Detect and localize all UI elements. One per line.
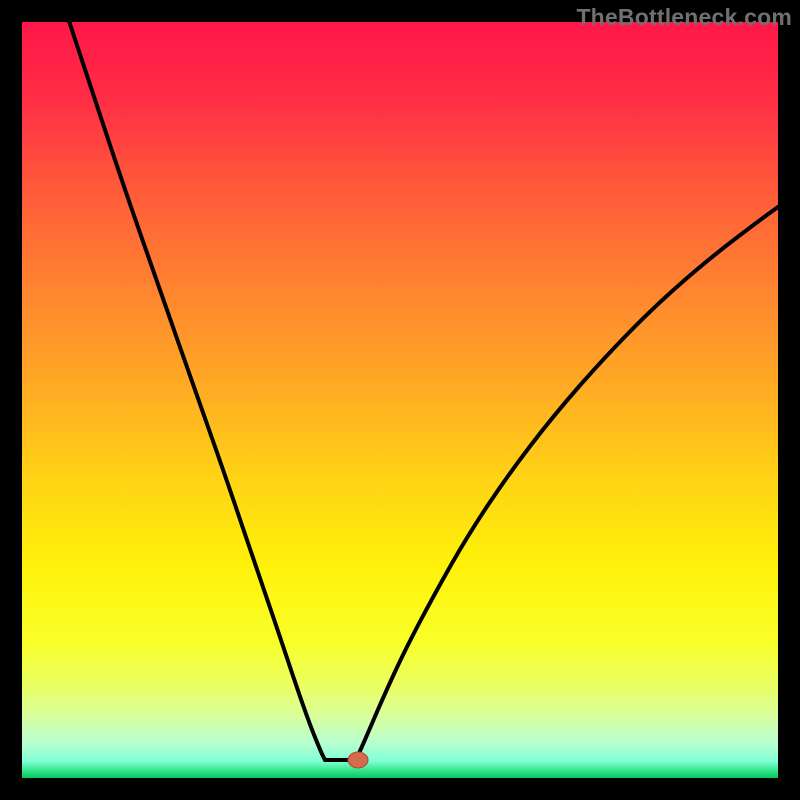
chart-svg (0, 0, 800, 800)
curve-right-branch (356, 207, 778, 760)
watermark-text: TheBottleneck.com (576, 4, 792, 31)
min-point-marker (348, 752, 368, 768)
curve-left-branch (68, 18, 325, 760)
